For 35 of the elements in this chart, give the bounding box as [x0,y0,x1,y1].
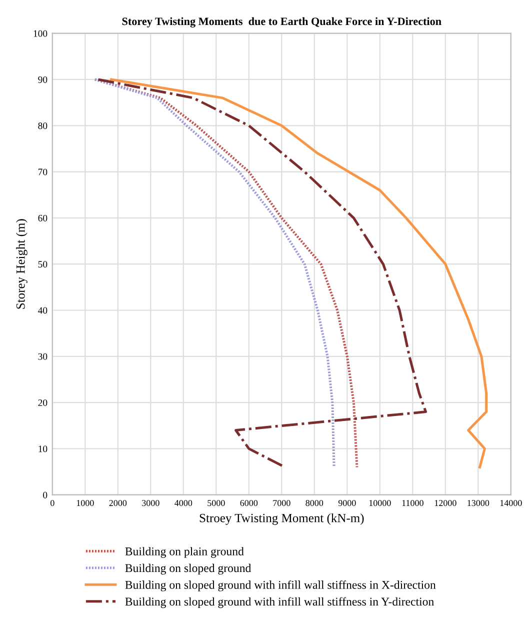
legend-label: Building on sloped ground [125,564,252,575]
x-tick-label: 2000 [109,500,127,506]
x-tick-label: 10000 [369,500,391,506]
y-tick-label: 60 [38,214,48,222]
x-tick-label: 14000 [500,500,522,506]
chart-title: Storey Twisting Moments due to Earth Quake Force in Y-Direction [122,17,442,28]
x-tick-label: 1000 [76,500,94,506]
line-series [97,78,427,468]
x-tick-label: 4000 [174,500,192,506]
line-series [110,78,488,468]
y-tick-label: 50 [38,261,48,268]
y-tick-label: 0 [43,492,48,498]
x-tick-label: 3000 [142,500,160,506]
legend-label: Building on plain ground [125,547,244,558]
y-tick-label: 90 [38,76,48,83]
y-tick-label: 80 [38,122,48,130]
x-tick-label: 9000 [338,500,356,506]
x-tick-label: 8000 [306,500,324,506]
y-axis-title: Storey Height (m) [16,219,28,309]
x-tick-label: 7000 [273,500,290,506]
y-tick-label: 100 [34,30,48,37]
y-tick-label: 70 [38,168,48,176]
x-tick-label: 0 [50,500,54,506]
x-tick-label: 6000 [240,500,258,506]
x-tick-label: 5000 [208,500,225,506]
x-tick-label: 12000 [434,500,456,506]
x-tick-label: 13000 [468,500,490,506]
y-tick-label: 20 [38,399,48,406]
legend-label: Building on sloped ground with infill wall stiffness in X-direction [125,580,436,592]
x-axis-title: Stroey Twisting Moment (kN-m) [200,513,364,525]
y-tick-label: 40 [38,307,48,314]
x-tick-label: 11000 [402,500,424,506]
y-tick-label: 10 [38,446,48,452]
y-tick-label: 30 [38,353,48,360]
legend-label: Building on sloped ground with infill wall stiffness in Y-direction [125,597,434,608]
